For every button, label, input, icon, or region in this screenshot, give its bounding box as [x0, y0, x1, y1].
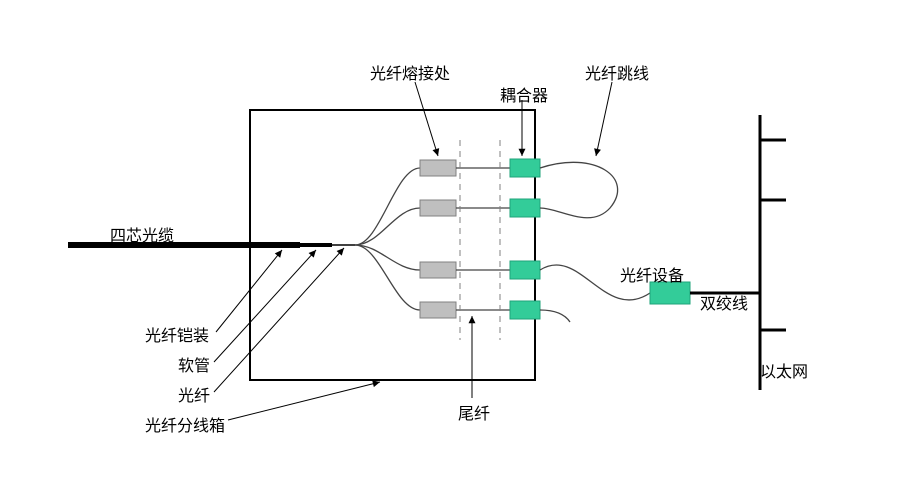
label-armor: 光纤铠装 [145, 322, 209, 346]
label-cable: 四芯光缆 [110, 222, 174, 246]
label-dist-box: 光纤分线箱 [145, 412, 225, 436]
label-tube: 软管 [178, 352, 210, 376]
label-coupler: 耦合器 [500, 82, 548, 106]
label-pigtail: 尾纤 [458, 400, 490, 424]
label-equipment: 光纤设备 [620, 262, 684, 286]
label-fiber: 光纤 [178, 382, 210, 406]
label-twisted-pair: 双绞线 [700, 290, 748, 314]
label-splice: 光纤熔接处 [370, 60, 450, 84]
label-ethernet: 以太网 [760, 358, 808, 382]
label-patch-cord: 光纤跳线 [585, 60, 649, 84]
